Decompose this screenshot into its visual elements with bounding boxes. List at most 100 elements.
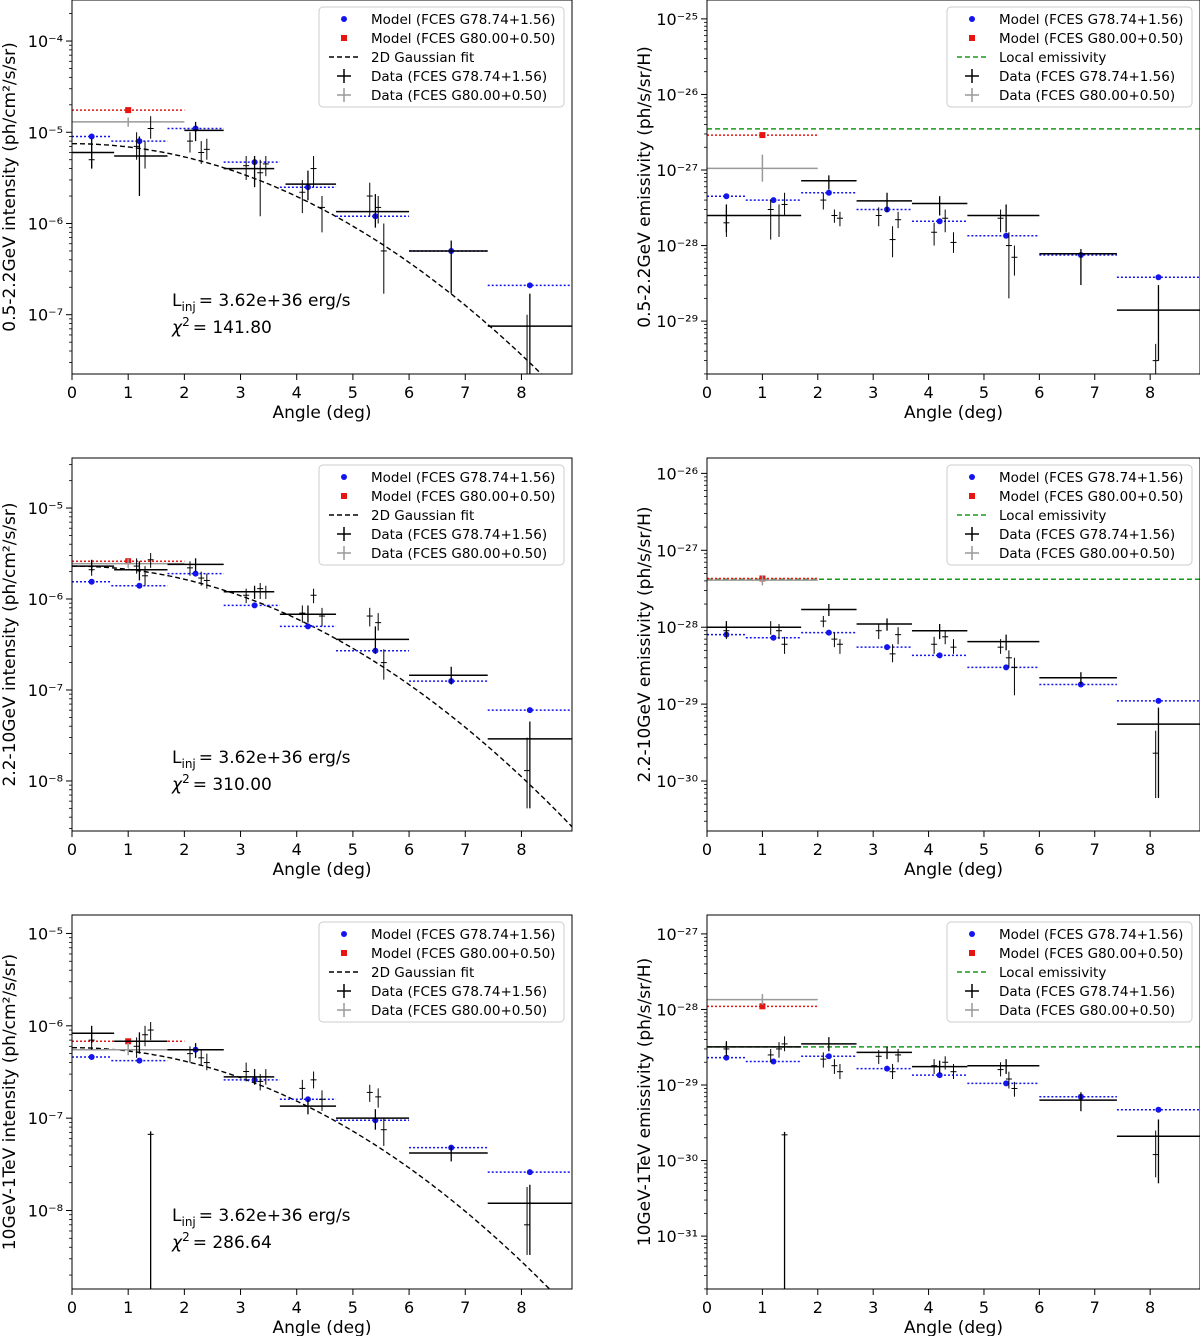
- blue-model-point: [1003, 232, 1010, 239]
- x-tick-label: 6: [404, 840, 414, 859]
- y-tick-label: 10⁻⁸: [28, 1202, 63, 1221]
- axes-frame: [706, 0, 1200, 375]
- x-tick-label: 5: [348, 1298, 358, 1317]
- y-axis-title: 2.2-10GeV emissivity (ph/s/sr/H): [635, 506, 655, 782]
- legend-blue-dot: [341, 474, 347, 480]
- plot-area: [707, 994, 1200, 1289]
- chi-superscript: 2: [182, 1230, 190, 1244]
- legend: Model (FCES G78.74+1.56) Model (FCES G80.…: [946, 6, 1193, 108]
- legend-label: Data (FCES G80.00+0.50): [999, 88, 1175, 104]
- blue-model-point: [526, 707, 533, 714]
- x-tick-label: 7: [460, 840, 470, 859]
- y-tick-label: 10⁻⁵: [28, 123, 63, 142]
- legend-box: [946, 464, 1193, 566]
- x-tick-label: 3: [235, 1298, 245, 1317]
- x-tick-label: 6: [1034, 383, 1044, 402]
- y-tick-label: 10⁻⁴: [28, 32, 63, 51]
- linj-subscript: inj: [181, 1215, 195, 1229]
- chi2-annotation: χ2 = 141.80: [171, 315, 272, 338]
- plot-area: [72, 553, 572, 828]
- x-tick-label: 7: [1090, 840, 1100, 859]
- gaussian-fit-line: [72, 143, 543, 374]
- x-tick-label: 6: [404, 383, 414, 402]
- x-tick-label: 5: [979, 1298, 989, 1317]
- x-tick-label: 8: [516, 840, 526, 859]
- y-tick-label: 10⁻²⁶: [656, 464, 698, 483]
- blue-model-point: [192, 570, 199, 577]
- blue-model-point: [723, 1054, 730, 1061]
- blue-model-point: [88, 1053, 95, 1060]
- y-tick-label: 10⁻²⁸: [656, 1000, 698, 1019]
- legend: Model (FCES G78.74+1.56) Model (FCES G80.…: [318, 921, 565, 1023]
- blue-model-point: [1155, 274, 1162, 281]
- x-tick-label: 1: [757, 840, 767, 859]
- y-tick-label: 10⁻³⁰: [656, 772, 698, 791]
- annotation: Linj = 3.62e+36 erg/s χ2 = 310.00: [171, 748, 351, 795]
- blue-model-point: [88, 578, 95, 585]
- y-axis: 10⁻³¹ 10⁻³⁰ 10⁻²⁹ 10⁻²⁸ 10⁻²⁷: [656, 925, 707, 1246]
- y-tick-label: 10⁻²⁹: [656, 1076, 698, 1095]
- axes-frame: [706, 914, 1200, 1290]
- x-tick-label: 5: [979, 840, 989, 859]
- y-tick-label: 10⁻³⁰: [656, 1152, 698, 1171]
- legend-label: Model (FCES G80.00+0.50): [999, 489, 1183, 505]
- plot-area: [72, 1021, 572, 1289]
- x-tick-label: 5: [979, 383, 989, 402]
- x-tick-label: 3: [235, 840, 245, 859]
- linj-symbol: L: [172, 1206, 182, 1226]
- x-axis: 0 1 2 3 4 5 6 7 8: [67, 1289, 527, 1317]
- y-tick-label: 10⁻⁷: [28, 1109, 63, 1128]
- y-axis: 10⁻⁸ 10⁻⁷ 10⁻⁶ 10⁻⁵: [28, 924, 72, 1221]
- legend: Model (FCES G78.74+1.56) Model (FCES G80.…: [946, 921, 1193, 1023]
- y-axis: 10⁻⁷ 10⁻⁶ 10⁻⁵ 10⁻⁴: [28, 32, 72, 325]
- axes-frame: [71, 457, 573, 832]
- x-tick-label: 4: [292, 1298, 302, 1317]
- linj-subscript: inj: [181, 757, 195, 771]
- legend-label: Data (FCES G78.74+1.56): [999, 69, 1175, 85]
- blue-model-point: [723, 193, 730, 200]
- chi2-value: = 141.80: [193, 318, 272, 338]
- linj-value: = 3.62e+36 erg/s: [199, 748, 351, 768]
- legend-red-square: [341, 35, 347, 41]
- x-tick-label: 4: [923, 1298, 933, 1317]
- legend-red-square: [969, 493, 975, 499]
- legend-label: Model (FCES G78.74+1.56): [371, 927, 555, 943]
- blue-model-point: [936, 1072, 943, 1079]
- chi-superscript: 2: [182, 772, 190, 786]
- legend-blue-dot: [969, 474, 975, 480]
- chi-symbol: χ: [171, 775, 183, 795]
- linj-annotation: Linj = 3.62e+36 erg/s: [172, 291, 351, 314]
- linj-value: = 3.62e+36 erg/s: [199, 1206, 351, 1226]
- blue-model-point: [1003, 1080, 1010, 1087]
- x-tick-label: 6: [1034, 1298, 1044, 1317]
- legend-label: Model (FCES G78.74+1.56): [371, 12, 555, 28]
- chart-panel-5: 10⁻⁸ 10⁻⁷ 10⁻⁶ 10⁻⁵ 0 1 2 3 4 5 6 7 8 Angle (deg) 10Ge…: [0, 914, 573, 1336]
- axes-frame: [71, 0, 573, 375]
- y-tick-label: 10⁻⁷: [28, 681, 63, 700]
- x-axis: 0 1 2 3 4 5 6 7 8: [67, 374, 527, 402]
- blue-model-point: [884, 1065, 891, 1072]
- chi2-value: = 286.64: [193, 1233, 272, 1253]
- red-model-point: [759, 132, 766, 139]
- blue-model-point: [251, 602, 258, 609]
- x-axis-title: Angle (deg): [272, 1318, 371, 1336]
- blue-model-point: [936, 218, 943, 225]
- legend-label: Model (FCES G80.00+0.50): [999, 946, 1183, 962]
- x-tick-label: 8: [1145, 840, 1155, 859]
- y-tick-label: 10⁻⁸: [28, 772, 63, 791]
- x-tick-label: 8: [1145, 1298, 1155, 1317]
- red-model-point: [759, 1003, 766, 1010]
- legend-box: [946, 6, 1193, 108]
- y-axis-title: 2.2-10GeV intensity (ph/cm²/s/sr): [0, 502, 20, 786]
- x-tick-label: 1: [123, 1298, 133, 1317]
- x-tick-label: 8: [1145, 383, 1155, 402]
- y-tick-label: 10⁻²⁵: [656, 10, 698, 29]
- legend-red-square: [969, 35, 975, 41]
- legend-box: [946, 921, 1193, 1023]
- annotation: Linj = 3.62e+36 erg/s χ2 = 286.64: [171, 1206, 351, 1253]
- legend-blue-dot: [341, 931, 347, 937]
- x-tick-label: 2: [179, 383, 189, 402]
- y-tick-label: 10⁻⁶: [28, 590, 63, 609]
- linj-value: = 3.62e+36 erg/s: [199, 291, 351, 311]
- legend-label: Model (FCES G78.74+1.56): [999, 12, 1183, 28]
